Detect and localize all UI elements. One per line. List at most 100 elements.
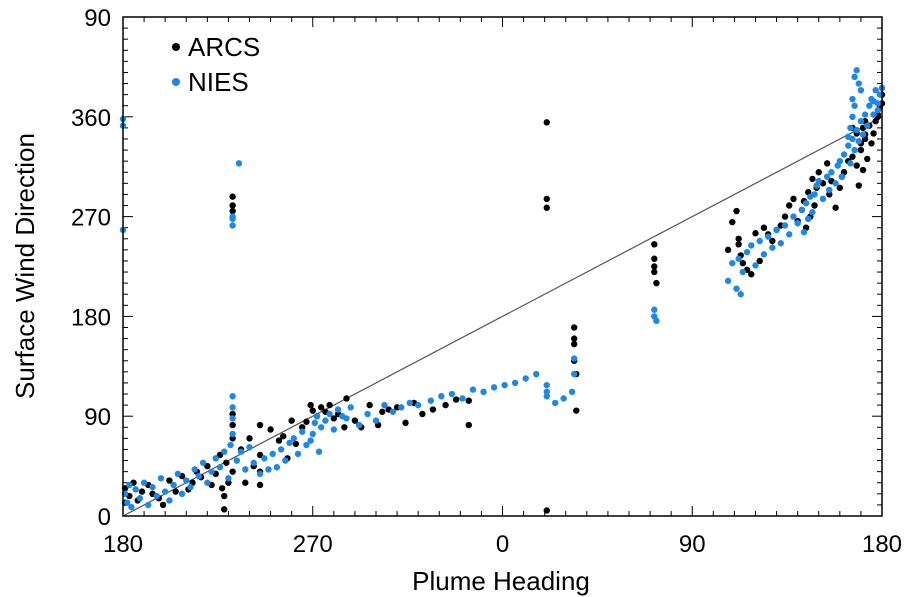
data-point-arcs	[570, 324, 578, 331]
data-point-nies	[372, 417, 380, 424]
data-point-nies	[140, 479, 148, 486]
data-point-nies	[786, 231, 793, 238]
data-point-nies	[794, 220, 801, 227]
data-point-nies	[256, 470, 264, 478]
data-point-nies	[777, 240, 784, 247]
data-point-nies	[851, 73, 858, 81]
data-point-nies	[851, 102, 858, 109]
data-point-nies	[269, 450, 276, 458]
data-point-arcs	[651, 263, 658, 270]
data-point-nies	[277, 446, 285, 453]
data-point-nies	[815, 177, 822, 185]
data-point-nies	[849, 113, 856, 121]
data-point-nies	[303, 441, 310, 449]
data-point-arcs	[229, 468, 236, 475]
data-point-nies	[195, 472, 203, 480]
data-point-arcs	[735, 241, 742, 248]
data-point-arcs	[221, 506, 228, 513]
data-point-arcs	[781, 213, 789, 220]
data-point-nies	[398, 404, 405, 411]
data-point-nies	[845, 142, 852, 149]
data-point-nies	[459, 395, 466, 402]
data-point-arcs	[724, 246, 732, 254]
data-point-nies	[733, 285, 740, 292]
data-point-nies	[381, 401, 388, 409]
data-point-arcs	[651, 241, 658, 248]
data-point-arcs	[379, 408, 386, 415]
y-tick-label: 90	[84, 5, 111, 32]
data-point-arcs	[748, 271, 755, 278]
data-point-arcs	[229, 410, 236, 418]
data-point-nies	[798, 206, 806, 214]
data-point-arcs	[570, 340, 578, 348]
data-point-arcs	[330, 415, 338, 422]
data-point-nies	[334, 406, 342, 413]
data-point-nies	[853, 126, 860, 134]
data-point-arcs	[229, 202, 236, 209]
data-point-nies	[857, 86, 865, 94]
data-point-arcs	[752, 230, 759, 237]
data-point-arcs	[317, 404, 325, 411]
data-point-nies	[250, 459, 257, 466]
data-point-nies	[153, 492, 160, 500]
data-point-arcs	[166, 477, 173, 484]
data-point-nies	[855, 80, 863, 87]
data-point-nies	[227, 441, 234, 449]
x-tick-label: 270	[293, 531, 333, 558]
data-point-nies	[560, 395, 567, 402]
data-point-nies	[752, 262, 759, 269]
x-tick-label: 180	[103, 531, 143, 558]
data-point-nies	[246, 444, 253, 451]
y-tick-label: 180	[71, 304, 111, 331]
y-tick-label: 0	[98, 504, 111, 531]
data-point-nies	[448, 390, 456, 398]
data-point-nies	[315, 448, 323, 455]
data-point-arcs	[756, 257, 763, 265]
data-point-arcs	[223, 459, 230, 466]
data-point-nies	[840, 151, 848, 158]
data-point-arcs	[465, 421, 472, 429]
data-point-nies	[857, 118, 865, 125]
data-point-nies	[261, 455, 268, 462]
x-tick-label: 180	[862, 531, 902, 558]
data-point-arcs	[870, 130, 877, 137]
data-point-nies	[543, 388, 550, 396]
data-point-nies	[136, 495, 144, 502]
series-arcs	[121, 91, 886, 514]
reference-line	[122, 116, 883, 517]
data-point-nies	[355, 421, 363, 429]
data-point-arcs	[760, 224, 768, 231]
data-point-nies	[570, 355, 578, 362]
data-point-nies	[819, 195, 827, 203]
data-point-nies	[823, 173, 831, 180]
data-point-nies	[438, 393, 445, 400]
data-point-nies	[522, 375, 529, 382]
data-point-nies	[533, 370, 540, 378]
legend: ARCS NIES	[172, 32, 260, 97]
data-point-nies	[229, 213, 236, 220]
data-point-nies	[724, 277, 732, 285]
data-point-nies	[859, 131, 867, 138]
data-point-nies	[273, 464, 281, 471]
data-point-nies	[229, 415, 236, 422]
data-point-nies	[229, 404, 236, 411]
data-point-arcs	[855, 182, 863, 189]
data-point-nies	[299, 428, 306, 435]
data-point-arcs	[419, 410, 426, 418]
x-tick-label: 90	[679, 531, 706, 558]
data-point-arcs	[229, 193, 236, 200]
data-point-nies	[237, 448, 245, 455]
data-point-nies	[790, 213, 797, 220]
data-point-arcs	[786, 202, 793, 209]
data-point-arcs	[309, 407, 316, 414]
data-point-nies	[501, 381, 508, 389]
data-point-nies	[874, 100, 881, 107]
data-points	[119, 67, 886, 514]
data-point-nies	[235, 160, 243, 167]
data-point-nies	[322, 417, 329, 424]
data-point-nies	[845, 133, 852, 140]
data-point-nies	[764, 233, 772, 240]
data-point-arcs	[159, 501, 167, 509]
data-point-nies	[651, 306, 658, 313]
